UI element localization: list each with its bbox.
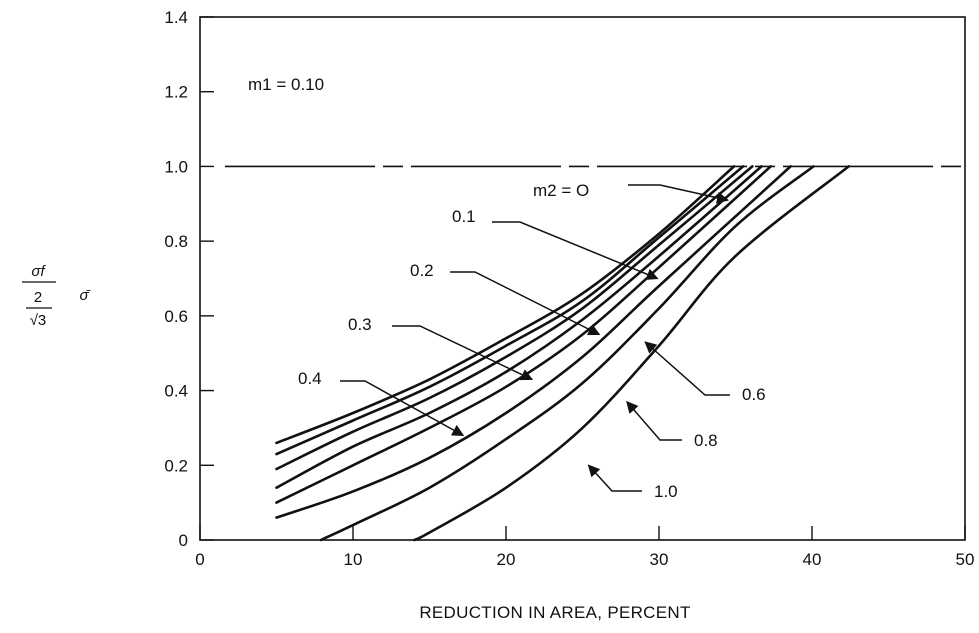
y-tick-label: 0 xyxy=(179,531,188,550)
annotation-layer: m2 = O 0.1 0.2 0.3 0.4 0.6 0.8 1.0 xyxy=(298,181,766,501)
y-axis-label: σf 2 √3 σ̄ xyxy=(22,263,92,329)
x-tick-label: 10 xyxy=(344,550,363,569)
y-tick-label: 0.8 xyxy=(164,232,188,251)
annotation-label: 0.6 xyxy=(742,385,766,404)
y-tick-label: 1.2 xyxy=(164,83,188,102)
annotation-label: 0.4 xyxy=(298,369,322,388)
annotation-label: 0.2 xyxy=(410,261,434,280)
x-tick-label: 20 xyxy=(497,550,516,569)
series-line xyxy=(275,165,736,445)
annotation-leader xyxy=(644,341,730,396)
series-line xyxy=(275,165,772,504)
x-axis-label: REDUCTION IN AREA, PERCENT xyxy=(419,603,690,622)
x-tick-label: 30 xyxy=(650,550,669,569)
annotation-label: 0.3 xyxy=(348,315,372,334)
y-tick-label: 0.4 xyxy=(164,382,188,401)
annotation-leader xyxy=(628,184,729,204)
annotation-leader xyxy=(340,380,465,437)
series-line xyxy=(275,165,754,471)
annotation-label: m2 = O xyxy=(533,181,589,200)
annotation-leader xyxy=(392,325,534,381)
y-tick-label: 1.4 xyxy=(164,8,188,27)
parameter-note: m1 = 0.10 xyxy=(248,75,324,94)
x-tick-label: 40 xyxy=(803,550,822,569)
x-tick-label: 0 xyxy=(195,550,204,569)
y-tick-label: 1.0 xyxy=(164,157,188,176)
y-label-symbol: σ̄ xyxy=(79,287,91,304)
series-line xyxy=(319,165,815,542)
annotation-label: 0.1 xyxy=(452,207,476,226)
x-axis-ticks: 0 10 20 30 40 50 xyxy=(195,526,974,569)
annotation-label: 0.8 xyxy=(694,431,718,450)
annotation-label: 1.0 xyxy=(654,482,678,501)
series-line xyxy=(275,165,745,456)
series-line xyxy=(275,165,792,519)
annotation-leader xyxy=(492,221,659,280)
annotation-leader xyxy=(450,271,601,336)
y-axis-ticks: 0 0.2 0.4 0.6 0.8 1.0 1.2 1.4 xyxy=(164,8,214,550)
series-line xyxy=(412,165,850,542)
y-label-denominator-bottom: √3 xyxy=(30,312,47,329)
series-line xyxy=(275,165,763,489)
y-label-denominator-top: 2 xyxy=(34,289,42,306)
series-layer xyxy=(275,165,850,542)
plot-frame xyxy=(199,16,966,541)
x-tick-label: 50 xyxy=(956,550,975,569)
y-tick-label: 0.2 xyxy=(164,456,188,475)
annotation-leader xyxy=(587,464,642,492)
annotation-leader xyxy=(626,400,682,441)
y-tick-label: 0.6 xyxy=(164,307,188,326)
y-label-numerator: σf xyxy=(31,263,46,280)
